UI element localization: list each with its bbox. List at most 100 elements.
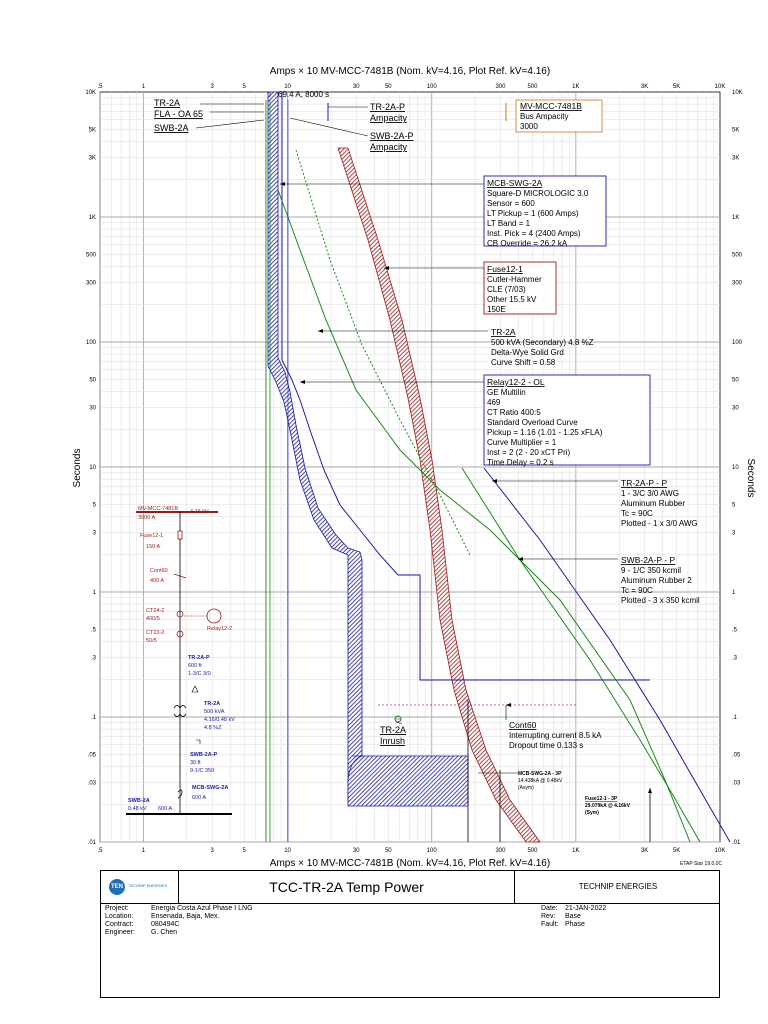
project-value: Energia Costa Azul Phase I LNG <box>151 905 253 912</box>
one-line-label: 50/5 <box>146 638 157 644</box>
tr-2a-curve <box>277 189 691 843</box>
anno-inrush: Inrush <box>380 736 405 746</box>
x-tick-label: 1 <box>142 848 146 854</box>
x-tick-label: 100 <box>427 84 438 90</box>
y-axis-label: Seconds <box>72 449 83 488</box>
fuse12-1-band <box>337 147 541 843</box>
callout-line: Plotted - 3 x 350 kcmil <box>621 596 700 605</box>
one-line-label: 400 A <box>150 578 164 584</box>
callout-box <box>483 175 607 247</box>
x-tick-label: 100 <box>427 848 438 854</box>
fuse-fault-arrow <box>648 788 652 793</box>
callout-line: Dropout time 0.133 s <box>509 741 583 750</box>
anno-69-4a: 69.4 A, 8000 s <box>278 90 329 99</box>
x-tick-label: 1 <box>142 84 146 90</box>
anno-fuse-ka: 29.079kA @ 4.16kV <box>585 803 631 809</box>
y-tick-label-right: 1 <box>732 590 736 596</box>
one-line-label: 4.16/0.48 kV <box>204 717 235 723</box>
one-line-label: MCB-SWG-2A <box>192 785 228 791</box>
callout-line: Other 15.5 kV <box>487 295 537 304</box>
axis-ticks: .5.5113355101030305050100100300300500500… <box>85 84 742 854</box>
anno-swb-2a-p-ampacity: Ampacity <box>370 142 408 152</box>
contract-label: Contract: <box>105 921 134 928</box>
x-tick-label: 300 <box>495 84 506 90</box>
x-tick-label: 3 <box>210 848 214 854</box>
callout-line: Curve Shift = 0.58 <box>491 358 556 367</box>
y-tick-label-right: 100 <box>732 340 743 346</box>
y-tick-label: 30 <box>89 405 96 411</box>
one-line-diagram: MV-MCC-7481B 4.16 kV 3000 A Fuse12-1 150 A Co… <box>126 506 235 815</box>
transformer-secondary <box>173 713 187 717</box>
callout-arrow <box>318 329 323 333</box>
callout-line: Aluminum Rubber 2 <box>621 576 692 585</box>
mcb-swg-2a-band <box>267 91 363 803</box>
one-line-label: SWB-2A-P <box>190 752 218 758</box>
breaker-symbol <box>177 789 183 799</box>
wye-ground-symbol <box>196 739 201 744</box>
x-tick-label: 10K <box>715 848 726 854</box>
callout-line: CLE (7/03) <box>487 285 526 294</box>
callout-line: Inst = 2 (2 - 20 xCT Pri) <box>487 448 571 457</box>
y-tick-label: .05 <box>88 753 97 759</box>
callout-box <box>483 261 557 315</box>
callout-line: LT Pickup = 1 (600 Amps) <box>487 209 579 218</box>
y-axis-label-right: Seconds <box>745 459 756 498</box>
y-tick-label: 3 <box>93 530 97 536</box>
transformer-primary <box>173 705 187 709</box>
one-line-label: 400/5 <box>146 616 160 622</box>
callout-line: Square-D MICROLOGIC 3.0 <box>487 189 589 198</box>
rev-value: Base <box>565 913 581 920</box>
one-line-label: 9-1/C 350 <box>190 768 214 774</box>
y-tick-label-right: .01 <box>732 840 741 846</box>
y-tick-label: .03 <box>88 780 97 786</box>
y-tick-label-right: 300 <box>732 280 743 286</box>
anno-bus-ampacity: Bus Ampacity <box>520 112 568 121</box>
callout-line: Pickup = 1.16 (1.01 - 1.25 xFLA) <box>487 428 603 437</box>
callout-arrow <box>384 266 389 270</box>
one-line-label: 4.8 %Z <box>204 725 222 731</box>
one-line-label: MV-MCC-7481B <box>138 506 178 512</box>
y-tick-label: 1K <box>89 215 96 221</box>
x-tick-label: 5 <box>242 848 246 854</box>
leader <box>195 119 265 129</box>
anno-mcb-asym: (Asym) <box>518 785 534 791</box>
anno-tr-2a-inrush-title: TR-2A <box>380 725 406 735</box>
y-tick-label-right: .5 <box>732 628 738 634</box>
date-value: 21-JAN-2022 <box>565 905 607 912</box>
callout-line: Inst. Pick = 4 (2400 Amps) <box>487 229 581 238</box>
callout-title: Fuse12-1 <box>487 264 523 274</box>
y-tick-label-right: 500 <box>732 253 743 259</box>
contract-value: 080494C <box>151 921 180 928</box>
callout-line: LT Band = 1 <box>487 219 531 228</box>
one-line-label: Fuse12-1 <box>140 533 163 539</box>
callout-arrow <box>518 557 523 561</box>
callout-title: Relay12-2 - OL <box>487 377 545 387</box>
y-tick-label: .5 <box>91 628 97 634</box>
callout-line: Aluminum Rubber <box>621 499 685 508</box>
x-tick-label: 5K <box>673 84 680 90</box>
one-line-label: SWB-2A <box>128 798 150 804</box>
anno-fuse-sym: (Sym) <box>585 810 599 816</box>
x-tick-label: 5K <box>673 848 680 854</box>
y-tick-label: .3 <box>91 655 97 661</box>
y-tick-label-right: 3 <box>732 530 736 536</box>
y-tick-label-right: 10 <box>732 465 739 471</box>
relay-symbol <box>206 608 222 624</box>
callout-line: Curve Multiplier = 1 <box>487 438 557 447</box>
x-tick-label: 3 <box>210 84 214 90</box>
document-title: TCC-TR-2A Temp Power <box>179 871 515 903</box>
x-tick-label: .5 <box>97 848 103 854</box>
y-tick-label-right: 5 <box>732 503 736 509</box>
x-tick-label: 30 <box>353 84 360 90</box>
callout-line: Cutler-Hammer <box>487 275 542 284</box>
leader <box>395 721 403 725</box>
company-name: TECHNIP ENERGIES <box>578 882 658 891</box>
x-tick-label: 30 <box>353 848 360 854</box>
callout-line: GE Multilin <box>487 388 526 397</box>
y-tick-label: 300 <box>86 280 97 286</box>
y-tick-label: .1 <box>91 715 97 721</box>
bus-ampacity-box <box>515 99 603 133</box>
etap-version: ETAP Star 19.0.0C <box>680 861 723 867</box>
